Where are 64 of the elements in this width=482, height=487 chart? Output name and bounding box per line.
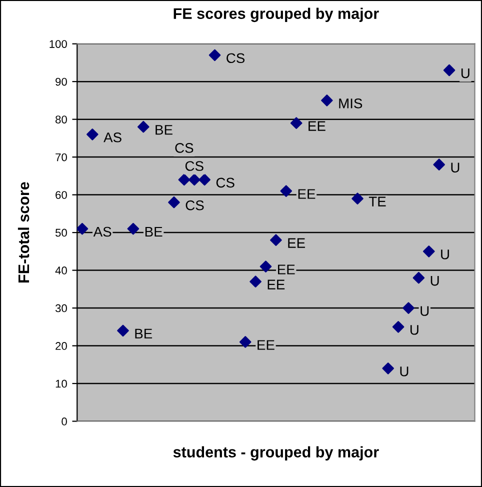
point bbox=[239, 336, 252, 348]
text: BE bbox=[135, 328, 152, 338]
series-label: MIS bbox=[339, 98, 362, 108]
point bbox=[178, 174, 190, 186]
point bbox=[392, 321, 404, 333]
text: EE bbox=[298, 189, 316, 199]
y-tick-label: 20 bbox=[56, 342, 67, 350]
point bbox=[117, 324, 129, 337]
series-label: EE bbox=[258, 340, 274, 350]
x-axis-title: students - grouped by major bbox=[173, 446, 379, 461]
y-tick-label: 80 bbox=[56, 116, 67, 124]
y-axis-title: FE-total score bbox=[18, 182, 30, 282]
point bbox=[382, 362, 394, 374]
text: CS bbox=[216, 178, 234, 188]
text: EE bbox=[308, 121, 326, 131]
text: U bbox=[430, 276, 439, 286]
text: CS bbox=[186, 200, 204, 210]
point bbox=[443, 64, 456, 76]
point bbox=[402, 302, 414, 314]
y-tick-label: 40 bbox=[55, 266, 67, 274]
text: U bbox=[400, 366, 408, 376]
point bbox=[138, 120, 150, 133]
series-label: TE bbox=[368, 196, 386, 206]
text: EE bbox=[278, 264, 295, 274]
y-tick-label: 30 bbox=[55, 304, 67, 312]
text: U bbox=[420, 306, 429, 316]
point bbox=[168, 196, 180, 208]
series-label: U bbox=[451, 162, 460, 172]
text: U bbox=[441, 250, 449, 260]
point bbox=[77, 222, 88, 235]
point bbox=[208, 49, 221, 62]
text: CS bbox=[226, 53, 245, 64]
text: CS bbox=[175, 143, 194, 153]
point bbox=[352, 192, 364, 204]
y-tick-label: 60 bbox=[56, 191, 67, 199]
chart-title: FE scores grouped by major bbox=[174, 8, 379, 22]
text: U bbox=[410, 325, 418, 335]
text: EE bbox=[268, 280, 285, 290]
y-tick-label: 90 bbox=[56, 78, 67, 86]
point bbox=[412, 272, 425, 284]
point bbox=[86, 128, 98, 140]
text: AS bbox=[104, 132, 122, 142]
point bbox=[260, 260, 272, 272]
point bbox=[290, 117, 302, 129]
text: EE bbox=[288, 238, 305, 248]
y-tick-label: 100 bbox=[50, 40, 67, 48]
point bbox=[422, 246, 435, 258]
y-tick-label: 0 bbox=[62, 418, 67, 426]
series-label: BE bbox=[145, 226, 162, 237]
point bbox=[280, 185, 292, 197]
text: BE bbox=[156, 125, 172, 135]
point bbox=[270, 234, 282, 246]
series-label: AS bbox=[93, 226, 112, 237]
y-tick-label: 70 bbox=[56, 153, 67, 162]
point bbox=[188, 174, 200, 186]
point bbox=[198, 174, 210, 186]
point bbox=[321, 94, 333, 106]
point bbox=[127, 222, 140, 235]
text: U bbox=[461, 68, 470, 78]
point bbox=[250, 276, 262, 288]
y-tick-label: 10 bbox=[56, 380, 67, 388]
point bbox=[433, 158, 445, 170]
y-tick-label: 50 bbox=[55, 228, 67, 237]
series-label: CS bbox=[185, 161, 204, 171]
